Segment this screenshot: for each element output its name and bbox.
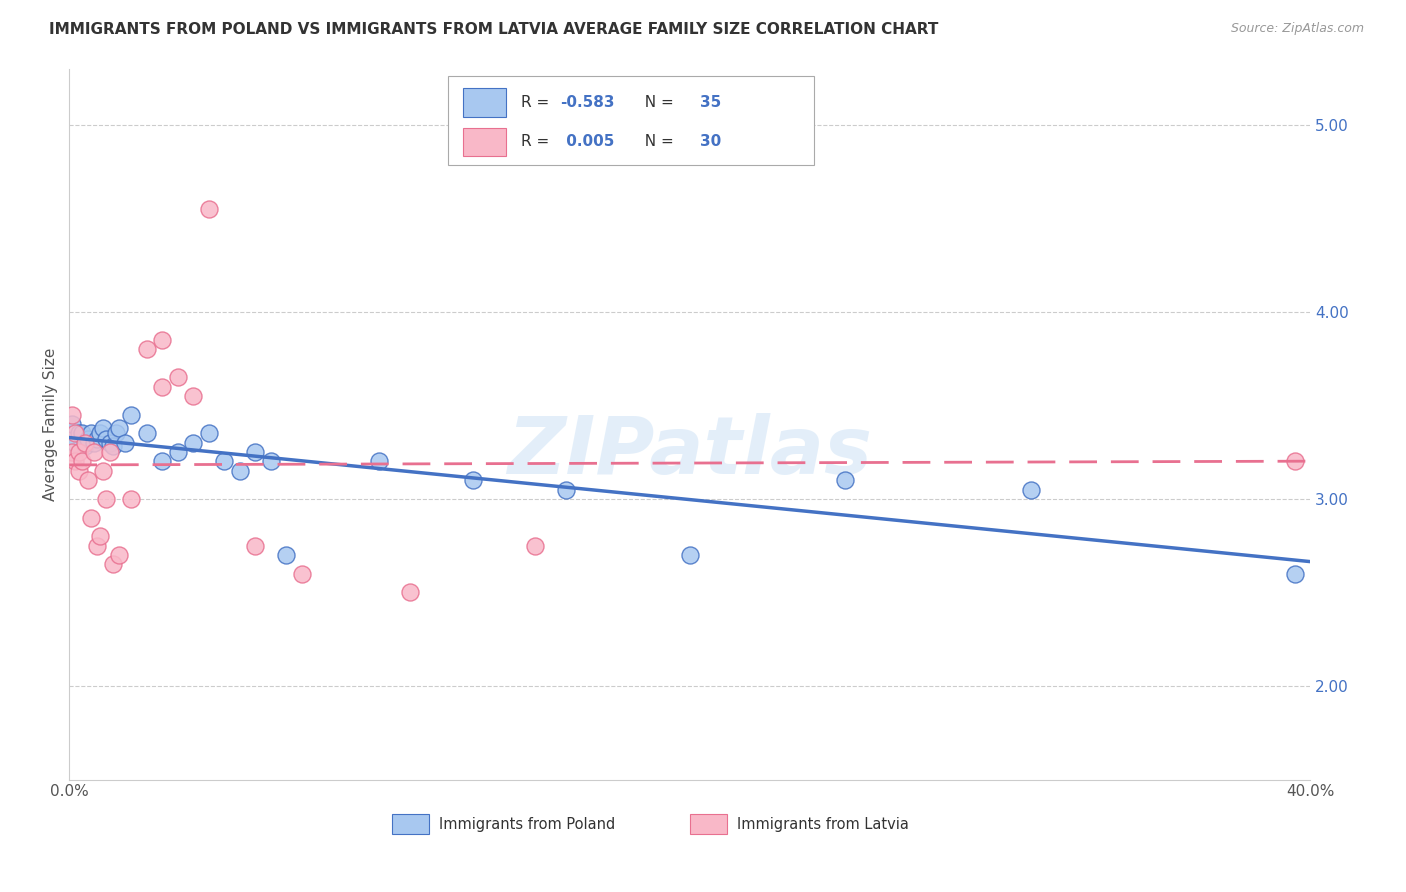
Point (89, 426, 111, 441)
Point (89, 529, 111, 543)
Point (80, 510, 103, 524)
Point (166, 370, 188, 384)
Point (96, 491, 118, 506)
Point (120, 491, 142, 506)
Point (83, 445, 105, 459)
Point (76, 432, 98, 446)
Point (65, 426, 87, 441)
Y-axis label: Average Family Size: Average Family Size (44, 347, 58, 500)
Point (523, 539, 546, 553)
Point (70, 454, 93, 468)
Text: R =: R = (520, 135, 554, 149)
Text: ZIPatlas: ZIPatlas (508, 414, 872, 491)
Point (166, 445, 188, 459)
Point (86, 539, 108, 553)
Point (98, 445, 121, 459)
Point (150, 333, 173, 347)
Point (73, 435, 96, 450)
Text: -0.583: -0.583 (561, 95, 614, 110)
Point (150, 379, 173, 393)
Point (181, 389, 204, 403)
Point (198, 202, 221, 216)
Point (120, 408, 142, 422)
Point (60, 408, 83, 422)
FancyBboxPatch shape (392, 814, 429, 834)
Text: 35: 35 (700, 95, 721, 110)
Point (101, 558, 124, 572)
Point (291, 566, 314, 581)
Point (399, 585, 422, 599)
Point (229, 464, 252, 478)
Point (834, 473, 856, 487)
Point (1019, 483, 1042, 497)
Point (70, 426, 93, 441)
Point (679, 548, 702, 562)
Point (96, 432, 118, 446)
FancyBboxPatch shape (690, 814, 727, 834)
Point (93, 464, 115, 478)
Text: R =: R = (520, 95, 554, 110)
Point (80, 426, 103, 441)
Text: Immigrants from Poland: Immigrants from Poland (439, 817, 616, 832)
Text: 0.005: 0.005 (561, 135, 614, 149)
Point (135, 342, 157, 356)
Point (83, 435, 105, 450)
Text: 30: 30 (700, 135, 721, 149)
Point (461, 473, 484, 487)
Point (73, 440, 96, 454)
Point (1284, 566, 1306, 581)
Text: Source: ZipAtlas.com: Source: ZipAtlas.com (1230, 22, 1364, 36)
Point (67, 426, 90, 441)
Point (67, 445, 90, 459)
Point (245, 445, 267, 459)
Point (101, 440, 124, 454)
Point (181, 435, 204, 450)
FancyBboxPatch shape (463, 88, 506, 117)
Point (60, 445, 83, 459)
Point (1284, 454, 1306, 468)
FancyBboxPatch shape (463, 128, 506, 156)
Point (150, 454, 173, 468)
Text: Immigrants from Latvia: Immigrants from Latvia (737, 817, 908, 832)
Point (368, 454, 391, 468)
Text: N =: N = (636, 135, 679, 149)
Text: N =: N = (636, 95, 679, 110)
Point (65, 454, 87, 468)
Point (93, 421, 115, 435)
Point (98, 435, 121, 450)
Point (65, 435, 87, 450)
Point (245, 539, 267, 553)
Point (260, 454, 283, 468)
Point (135, 426, 157, 441)
Point (67, 464, 90, 478)
Point (108, 421, 131, 435)
Point (60, 417, 83, 431)
Text: IMMIGRANTS FROM POLAND VS IMMIGRANTS FROM LATVIA AVERAGE FAMILY SIZE CORRELATION: IMMIGRANTS FROM POLAND VS IMMIGRANTS FRO… (49, 22, 939, 37)
Point (554, 483, 576, 497)
Point (76, 473, 98, 487)
Point (108, 548, 131, 562)
Point (104, 426, 127, 441)
Point (276, 548, 298, 562)
Point (198, 426, 221, 441)
Point (114, 435, 136, 450)
FancyBboxPatch shape (447, 76, 814, 164)
Point (86, 432, 108, 446)
Point (214, 454, 236, 468)
